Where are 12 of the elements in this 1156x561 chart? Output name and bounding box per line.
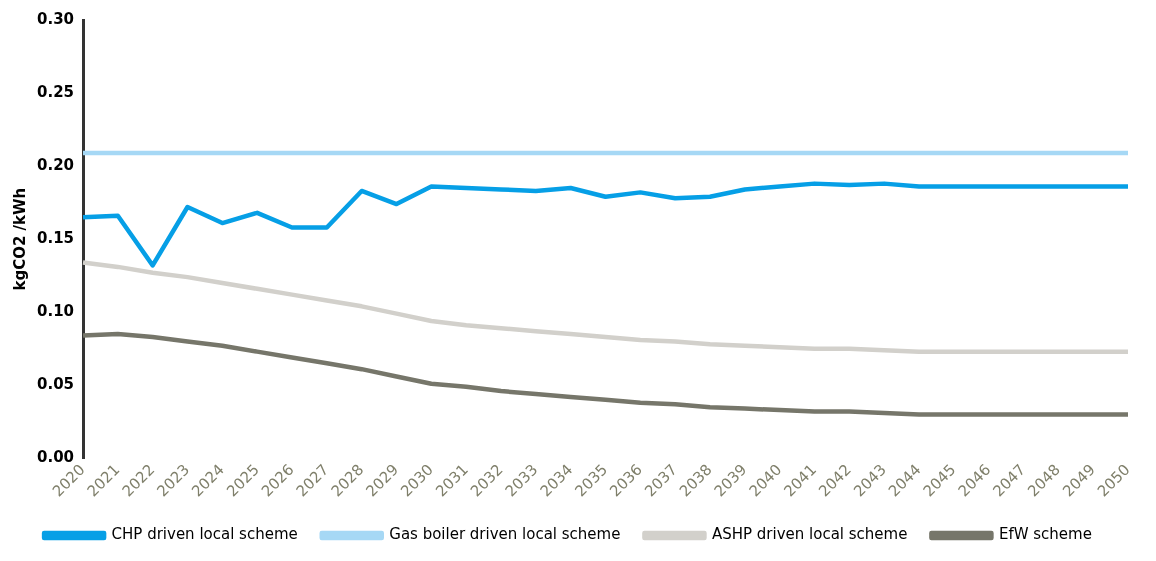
legend-label: EfW scheme [998, 525, 1092, 544]
y-tick-label: 0.25 [36, 82, 75, 101]
y-tick-label: 0.15 [36, 229, 75, 248]
y-tick-label: 0.20 [36, 155, 75, 174]
legend-label: ASHP driven local scheme [711, 525, 908, 544]
y-tick-label: 0.10 [36, 302, 75, 321]
legend-label: Gas boiler driven local scheme [389, 525, 621, 544]
legend-label: CHP driven local scheme [111, 525, 298, 544]
y-tick-label: 0.30 [36, 9, 75, 28]
y-tick-label: 0.05 [36, 375, 75, 394]
y-tick-label: 0.00 [36, 448, 75, 467]
y-axis-title: kgCO2 /kWh [10, 187, 29, 291]
